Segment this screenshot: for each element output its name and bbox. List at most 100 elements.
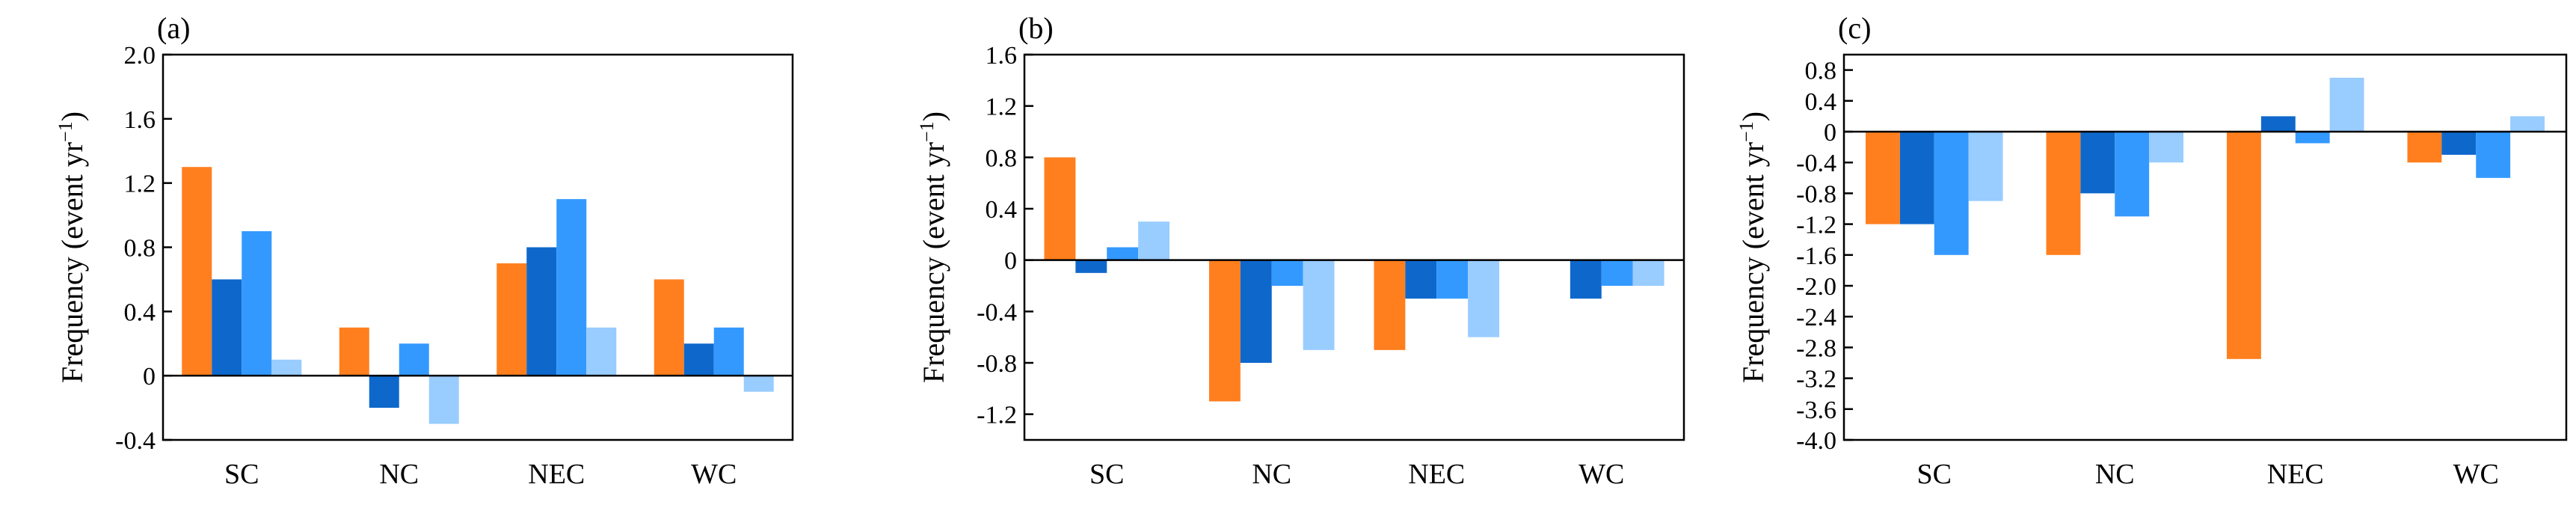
y-tick-label: -0.8 xyxy=(977,350,1017,378)
y-axis-title-part: −1 xyxy=(916,121,938,142)
bar-series-2-nc xyxy=(369,376,399,408)
chart-panel-2: -1.2 -0.8 -0.4 0 0.4 0.8 1.2 1.6 SC NC NEC WC (b) Fre… xyxy=(916,11,1685,490)
bar-series-4-nec xyxy=(586,327,617,376)
bar-series-4-nec xyxy=(2329,77,2364,132)
bar-series-4-sc xyxy=(1968,132,2003,201)
y-tick-label: 1.6 xyxy=(986,42,1018,70)
y-tick-label: -1.2 xyxy=(977,402,1017,429)
y-tick-label: 2.0 xyxy=(124,42,156,70)
y-axis-title-part: ) xyxy=(917,111,950,121)
y-tick-label: 0.8 xyxy=(124,235,156,263)
bar-series-4-nc xyxy=(2149,132,2184,163)
bar-series-4-nec xyxy=(1468,260,1500,337)
y-tick-label: 0 xyxy=(1824,119,1836,147)
y-tick-label: 0 xyxy=(143,363,156,391)
bar-series-2-nec xyxy=(2260,116,2296,132)
bar-series-1-sc xyxy=(182,167,212,376)
bar-series-1-nec xyxy=(1374,260,1406,350)
y-tick-label: -2.4 xyxy=(1796,304,1836,331)
bar-series-4-wc xyxy=(2510,116,2545,132)
panel-label: (c) xyxy=(1838,11,1871,45)
y-axis-title-part: ) xyxy=(1736,111,1770,121)
x-category-label-nc: NC xyxy=(2095,459,2135,490)
x-category-label-nc: NC xyxy=(1252,459,1291,490)
bar-series-3-nc xyxy=(1271,260,1303,286)
y-axis-title-part: Frequency (event yr xyxy=(55,142,89,383)
bar-series-1-wc xyxy=(654,279,684,376)
bar-series-3-wc xyxy=(2476,132,2511,178)
y-axis-title-part: Frequency (event yr xyxy=(1736,142,1770,383)
bar-series-2-nec xyxy=(1405,260,1437,299)
y-tick-label: 1.2 xyxy=(986,94,1018,121)
bar-series-2-sc xyxy=(1075,260,1107,273)
x-category-label-nec: NEC xyxy=(528,459,585,490)
bar-series-2-nc xyxy=(2080,132,2115,194)
bar-series-4-sc xyxy=(271,359,302,376)
x-category-label-nec: NEC xyxy=(1408,459,1465,490)
bar-series-3-sc xyxy=(1107,247,1139,260)
y-tick-label: -1.2 xyxy=(1796,212,1836,239)
y-tick-label: 0.8 xyxy=(986,144,1018,172)
panel-label: (a) xyxy=(157,11,190,45)
bar-series-1-nc xyxy=(2046,132,2081,255)
bar-series-1-nc xyxy=(1208,260,1241,402)
y-tick-label: 0.4 xyxy=(1805,88,1837,116)
y-tick-label: -4.0 xyxy=(1796,427,1836,455)
y-tick-label: 0 xyxy=(1004,248,1017,275)
bar-series-2-sc xyxy=(212,279,242,376)
chart-panel-1: -0.4 0 0.4 0.8 1.2 1.6 2.0 SC NC NEC WC (a) Frequenc… xyxy=(55,11,794,490)
x-category-label-wc: WC xyxy=(691,459,737,490)
chart-panel-3: -4.0 -3.6 -3.2 -2.8 -2.4 -2.0 -1.6 -1.2 -0.8 -0.4… xyxy=(1736,11,2568,490)
y-tick-label: 0.8 xyxy=(1805,58,1837,85)
bar-series-2-nec xyxy=(526,247,557,376)
y-tick-label: -2.8 xyxy=(1796,334,1836,362)
bar-series-4-nc xyxy=(428,376,459,424)
y-axis-title-part: ) xyxy=(55,111,89,121)
bar-series-1-sc xyxy=(1044,157,1076,260)
bar-series-4-sc xyxy=(1138,221,1170,260)
bar-series-1-sc xyxy=(1865,132,1900,224)
bar-series-3-sc xyxy=(1934,132,1969,255)
y-tick-label: 0.4 xyxy=(986,196,1018,224)
y-tick-label: 0.4 xyxy=(124,299,156,326)
y-tick-label: -0.4 xyxy=(1796,150,1836,177)
bar-series-3-nc xyxy=(2115,132,2150,217)
x-category-label-sc: SC xyxy=(1917,459,1952,490)
bar-series-3-nec xyxy=(2295,132,2330,144)
bar-series-2-wc xyxy=(683,343,714,376)
y-tick-label: -0.4 xyxy=(115,427,156,455)
y-tick-label: 1.6 xyxy=(124,106,156,134)
x-category-label-nec: NEC xyxy=(2267,459,2324,490)
y-tick-label: -2.0 xyxy=(1796,273,1836,301)
bar-series-1-nec xyxy=(497,263,527,376)
plot-frame xyxy=(1023,53,1685,441)
bar-series-3-sc xyxy=(242,231,272,376)
x-category-label-nc: NC xyxy=(379,459,419,490)
y-axis-title-part: −1 xyxy=(1736,121,1757,142)
x-category-label-wc: WC xyxy=(2453,459,2499,490)
y-axis-title: Frequency (event yr−1) xyxy=(1736,111,1770,383)
y-axis-title-part: Frequency (event yr xyxy=(917,142,950,383)
y-axis-title: Frequency (event yr−1) xyxy=(55,111,89,383)
y-tick-label: -3.2 xyxy=(1796,366,1836,394)
bar-series-1-wc xyxy=(2407,132,2442,163)
y-tick-label: -0.4 xyxy=(977,299,1017,326)
bar-series-1-nec xyxy=(2226,132,2261,359)
y-tick-label: 1.2 xyxy=(124,171,156,198)
y-axis-title-part: −1 xyxy=(55,121,76,142)
bar-series-3-nec xyxy=(556,199,587,376)
y-tick-label: -3.6 xyxy=(1796,397,1836,424)
bar-series-3-wc xyxy=(713,327,744,376)
bar-series-4-wc xyxy=(743,376,774,392)
x-category-label-wc: WC xyxy=(1579,459,1624,490)
bar-series-2-wc xyxy=(2441,132,2477,155)
panel-label: (b) xyxy=(1018,11,1054,45)
y-tick-label: -0.8 xyxy=(1796,180,1836,208)
bar-series-2-sc xyxy=(1899,132,1934,224)
plot-frame xyxy=(1842,53,2568,441)
bar-series-2-wc xyxy=(1570,260,1602,299)
y-axis-title: Frequency (event yr−1) xyxy=(916,111,950,383)
x-category-label-sc: SC xyxy=(1089,459,1124,490)
bar-series-4-nc xyxy=(1303,260,1335,350)
